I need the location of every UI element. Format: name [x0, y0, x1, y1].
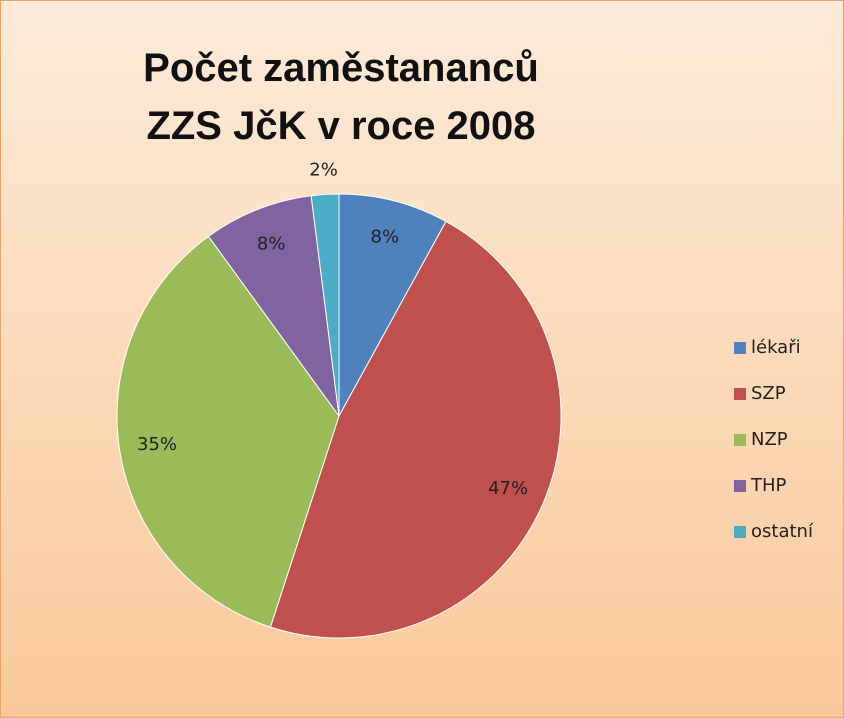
- legend-swatch: [734, 388, 746, 400]
- legend-label: ostatní: [751, 521, 814, 542]
- legend-label: lékaři: [751, 337, 801, 358]
- legend-label: THP: [750, 475, 787, 496]
- legend-label: SZP: [751, 383, 786, 404]
- legend-label: NZP: [751, 429, 788, 450]
- pie-slice: [207, 195, 340, 417]
- legend-swatch: [734, 434, 746, 446]
- pie-slice: [269, 220, 562, 639]
- data-label: 8%: [257, 234, 286, 255]
- data-label: 2%: [309, 159, 338, 180]
- pie-slice: [338, 193, 447, 417]
- legend-swatch: [734, 526, 746, 538]
- legend-swatch: [734, 342, 746, 354]
- pie-slice: [116, 235, 340, 628]
- chart-title: Počet zaměstananců ZZS JčK v roce 2008: [143, 46, 539, 148]
- data-label: 8%: [371, 227, 400, 248]
- data-label: 35%: [137, 434, 177, 455]
- legend-swatch: [734, 480, 746, 492]
- data-label: 47%: [488, 478, 528, 499]
- pie-slice: [310, 193, 340, 417]
